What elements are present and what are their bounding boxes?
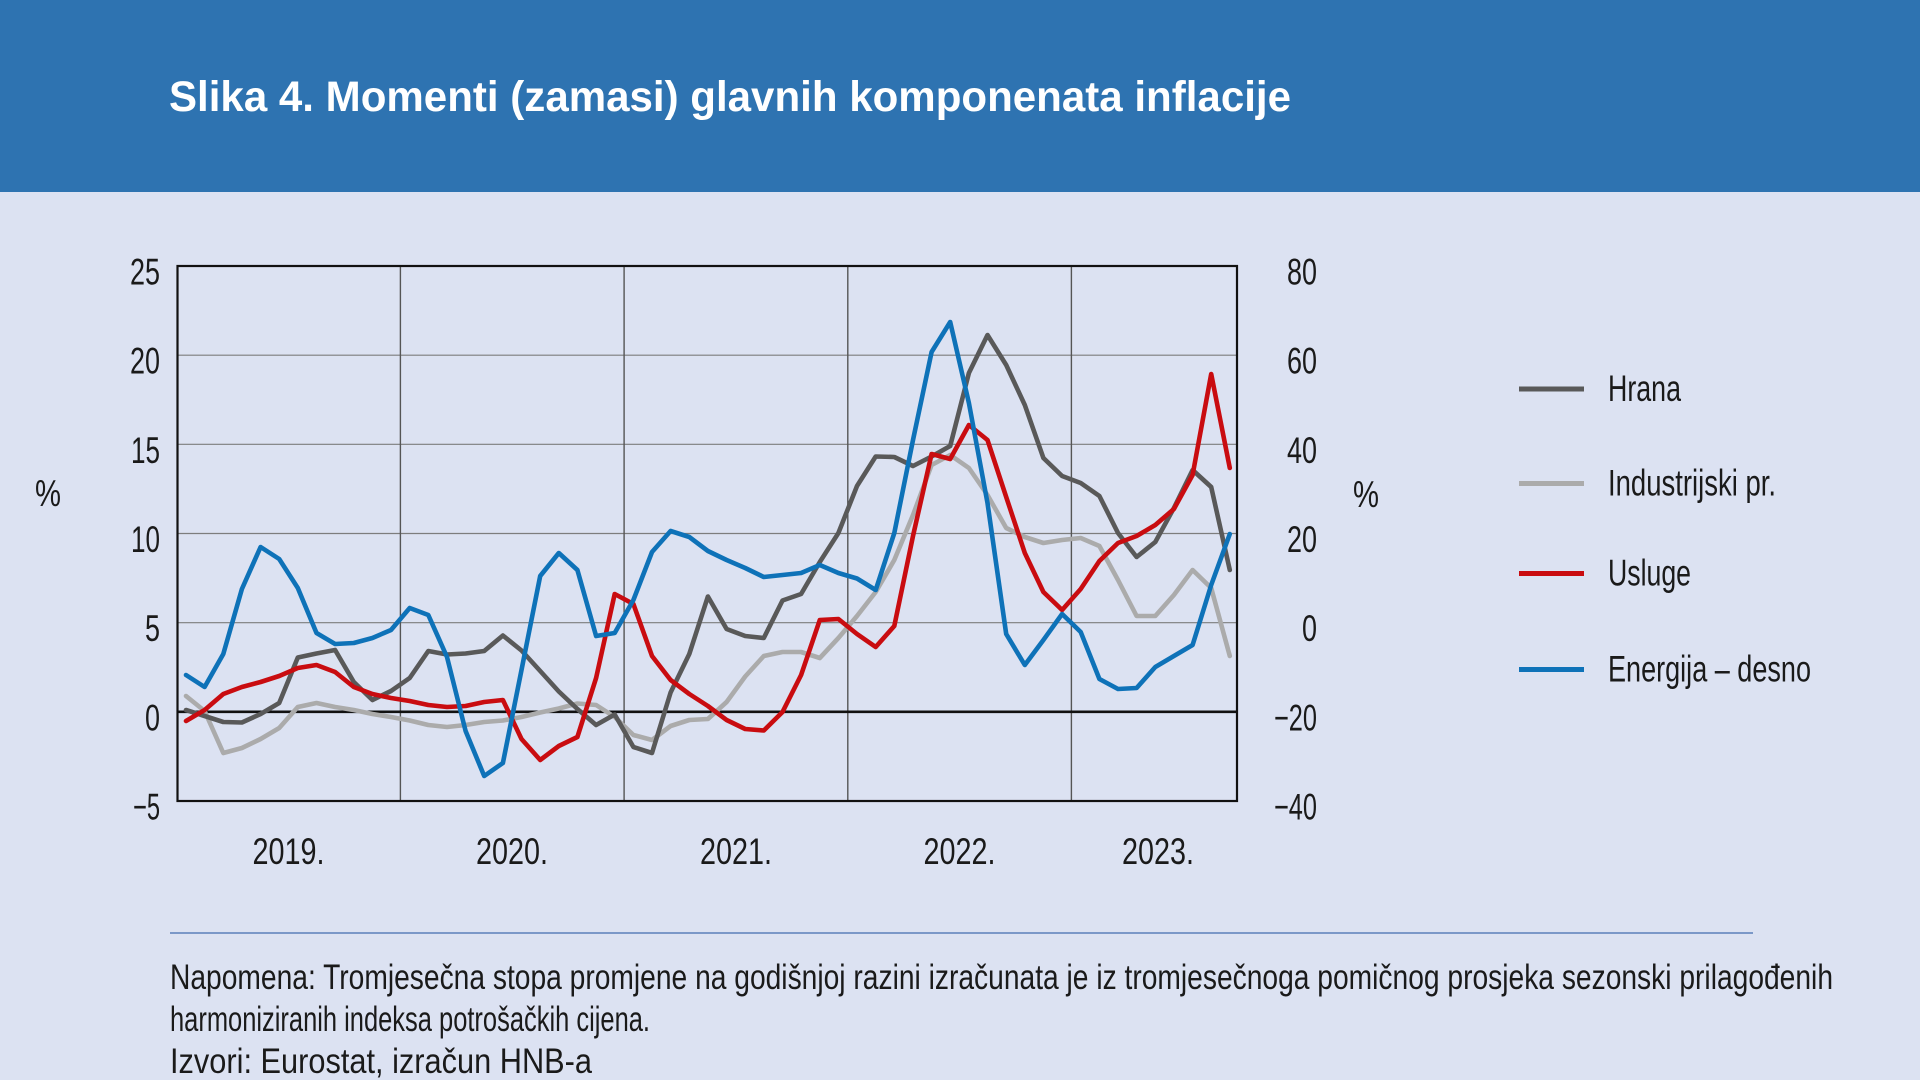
- svg-text:Usluge: Usluge: [1608, 553, 1691, 594]
- svg-text:Industrijski pr.: Industrijski pr.: [1608, 463, 1776, 504]
- svg-text:Napomena: Tromjesečna stopa pr: Napomena: Tromjesečna stopa promjene na …: [170, 958, 1833, 997]
- svg-text:80: 80: [1287, 252, 1317, 293]
- svg-text:Energija – desno: Energija – desno: [1608, 649, 1811, 690]
- svg-text:60: 60: [1287, 341, 1317, 382]
- svg-text:Hrana: Hrana: [1608, 368, 1681, 409]
- svg-text:2022.: 2022.: [924, 831, 996, 872]
- svg-text:Izvori: Eurostat, izračun HNB-: Izvori: Eurostat, izračun HNB-a: [170, 1042, 592, 1080]
- svg-text:0: 0: [1302, 608, 1317, 649]
- svg-text:2023.: 2023.: [1122, 831, 1194, 872]
- svg-text:5: 5: [145, 608, 160, 649]
- svg-text:2019.: 2019.: [253, 831, 325, 872]
- svg-text:20: 20: [130, 341, 160, 382]
- svg-text:0: 0: [145, 697, 160, 738]
- svg-text:Slika 4. Momenti (zamasi) glav: Slika 4. Momenti (zamasi) glavnih kompon…: [169, 73, 1291, 121]
- svg-text:20: 20: [1287, 519, 1317, 560]
- svg-text:25: 25: [130, 252, 160, 293]
- svg-text:harmoniziranih indeksa potroša: harmoniziranih indeksa potrošačkih cijen…: [170, 1000, 650, 1039]
- svg-text:2021.: 2021.: [700, 831, 772, 872]
- svg-text:2020.: 2020.: [476, 831, 548, 872]
- svg-text:−5: −5: [133, 787, 160, 828]
- svg-text:−40: −40: [1274, 787, 1317, 828]
- svg-text:10: 10: [131, 519, 160, 560]
- svg-text:%: %: [35, 473, 61, 514]
- svg-text:40: 40: [1287, 430, 1317, 471]
- svg-text:%: %: [1353, 474, 1379, 515]
- svg-text:−20: −20: [1274, 697, 1317, 738]
- svg-text:15: 15: [131, 430, 160, 471]
